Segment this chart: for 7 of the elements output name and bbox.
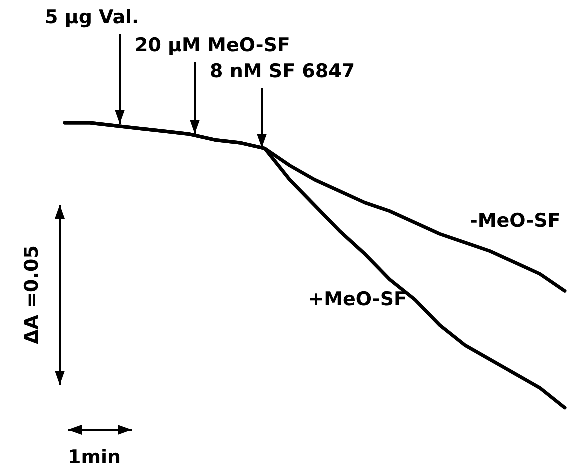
text: ΔA =0.05 [21, 246, 43, 344]
text: 5 µg Val. [45, 6, 140, 28]
text: 1min [68, 446, 122, 468]
text: 20 µM MeO-SF [135, 34, 290, 56]
series-label: -MeO-SF [470, 210, 561, 232]
series-label: +MeO-SF [308, 288, 407, 311]
text: 8 nM SF 6847 [210, 60, 356, 82]
